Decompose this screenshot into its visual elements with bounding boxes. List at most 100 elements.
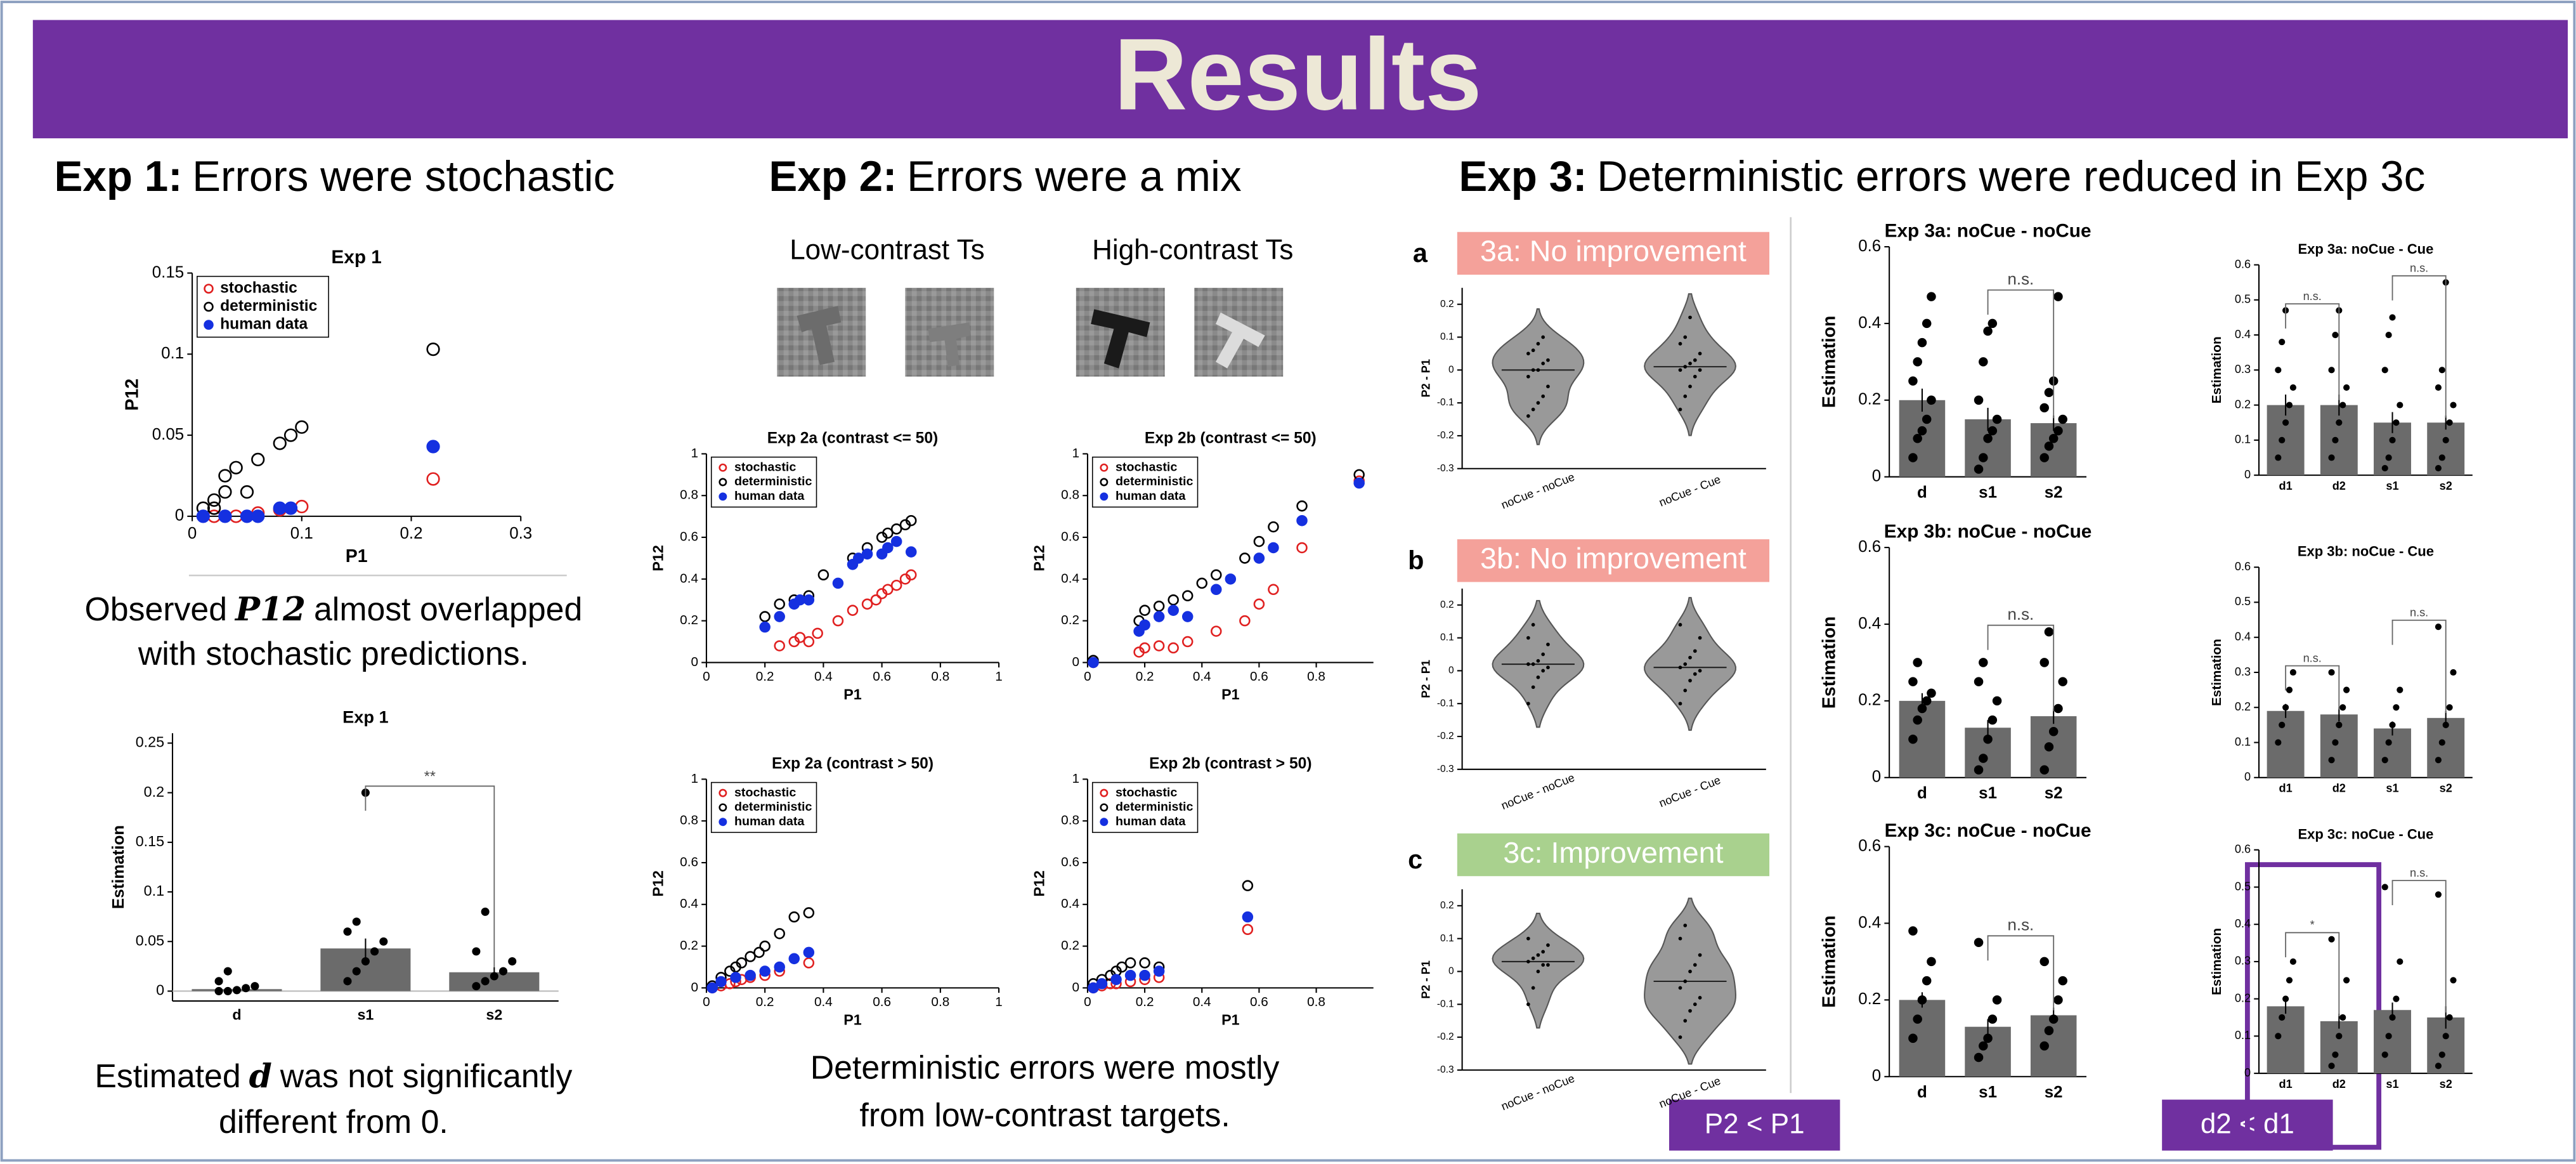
y-tick-label: 0: [2244, 468, 2251, 481]
data-point: [2386, 454, 2392, 461]
chart-title: Exp 2a (contrast > 50): [772, 755, 933, 773]
x-tick-label: 0.4: [1193, 995, 1211, 1009]
data-point: [1541, 669, 1545, 673]
y-axis-label: P2 - P1: [1419, 359, 1432, 397]
y-tick-label: 0.1: [2235, 433, 2251, 446]
data-point: [2439, 739, 2445, 745]
y-tick-label: -0.3: [1437, 1064, 1454, 1075]
data-point: [2450, 402, 2456, 409]
data-point: [1537, 970, 1540, 974]
data-point: [2339, 704, 2346, 710]
y-tick-label: 0: [175, 507, 184, 525]
x-tick-label: 0.2: [756, 669, 774, 684]
data-point: [1532, 685, 1535, 689]
data-point: [2332, 437, 2338, 443]
y-tick-label: 0.3: [2235, 363, 2251, 376]
legend-label: human data: [1116, 814, 1186, 828]
data-point: [2386, 739, 2392, 745]
point: [775, 612, 784, 622]
point: [1126, 971, 1135, 980]
data-point: [1922, 415, 1932, 424]
data-point: [1908, 453, 1918, 462]
bar: [2031, 716, 2077, 778]
x-axis-label: P1: [843, 1011, 862, 1028]
x-tick-label: s2: [2440, 1078, 2452, 1090]
y-tick-label: 0.4: [2235, 631, 2251, 643]
y-tick-label: 0: [1872, 468, 1881, 485]
point: [1243, 912, 1252, 922]
data-point: [2053, 426, 2063, 436]
y-tick-label: 0.2: [2235, 700, 2251, 713]
chart-title: Exp 1: [331, 247, 381, 268]
y-tick-label: 0: [1072, 655, 1079, 669]
data-point: [1988, 1014, 1998, 1024]
data-point: [1546, 643, 1550, 646]
point: [760, 622, 770, 632]
data-point: [2393, 704, 2399, 710]
y-tick-label: 0.6: [1858, 237, 1881, 255]
panel-letter: c: [1408, 844, 1422, 874]
data-point: [1927, 957, 1936, 967]
x-tick-label: 0.8: [931, 669, 949, 684]
data-point: [1537, 342, 1540, 346]
x-tick-label: s1: [2386, 782, 2398, 795]
y-axis-label: P12: [649, 545, 666, 571]
y-tick-label: 0.2: [1858, 391, 1881, 409]
x-tick-label: d: [1917, 785, 1927, 802]
y-axis-label: P12: [1031, 545, 1047, 571]
data-point: [1698, 953, 1702, 957]
data-point: [1913, 1014, 1922, 1024]
y-tick-label: 0.3: [2235, 955, 2251, 967]
data-point: [215, 987, 223, 995]
data-point: [2275, 1033, 2281, 1039]
data-point: [2039, 403, 2049, 413]
y-tick-label: -0.1: [1437, 397, 1454, 408]
x-tick-label: d2: [2332, 1078, 2346, 1090]
y-tick-label: 0.8: [1061, 813, 1079, 828]
data-point: [1679, 937, 1682, 941]
point: [1298, 516, 1307, 525]
data-point: [1526, 662, 1530, 666]
data-point: [2447, 1014, 2453, 1021]
chart-title: Exp 2b (contrast <= 50): [1145, 430, 1317, 447]
bar: [2427, 422, 2464, 475]
y-tick-label: 0.1: [1440, 332, 1454, 343]
y-tick-label: 0.1: [1440, 632, 1454, 643]
legend-label: deterministic: [220, 298, 317, 315]
legend-label: deterministic: [734, 800, 812, 814]
stimulus-label: Low-contrast Ts: [790, 234, 984, 265]
data-point: [1698, 996, 1702, 1000]
y-axis-label: P12: [649, 870, 666, 896]
data-point: [2286, 687, 2293, 693]
data-point: [1688, 970, 1692, 974]
caption: ObservedP12almost overlapped: [84, 590, 582, 629]
point: [1226, 574, 1235, 584]
y-tick-label: 0.4: [1061, 896, 1079, 911]
data-point: [1532, 408, 1535, 412]
data-point: [2053, 704, 2063, 714]
caption: Estimateddwas not significantly: [94, 1056, 572, 1095]
data-point: [2443, 437, 2449, 443]
y-axis-label: Estimation: [1819, 617, 1839, 709]
y-tick-label: 0.4: [2235, 328, 2251, 341]
data-point: [1526, 352, 1530, 356]
data-point: [2282, 996, 2289, 1002]
y-tick-label: 0.6: [2235, 258, 2251, 270]
data-point: [233, 986, 241, 994]
x-tick-label: s2: [2045, 483, 2063, 501]
point: [708, 983, 717, 993]
point: [1211, 585, 1221, 594]
x-tick-label: 0.8: [931, 995, 949, 1009]
bar: [2267, 1006, 2305, 1073]
y-axis-label: Estimation: [1819, 316, 1839, 409]
legend-label: stochastic: [1116, 460, 1177, 474]
data-point: [1922, 976, 1932, 986]
legend-label: human data: [220, 316, 308, 333]
data-point: [2039, 658, 2049, 667]
caption: from low-contrast targets.: [859, 1097, 1230, 1134]
data-point: [2049, 1014, 2059, 1024]
data-point: [2435, 757, 2442, 763]
data-point: [2290, 669, 2296, 676]
exp2-heading: Exp 2:Errors were a mix: [769, 153, 1241, 200]
data-point: [2435, 384, 2442, 391]
